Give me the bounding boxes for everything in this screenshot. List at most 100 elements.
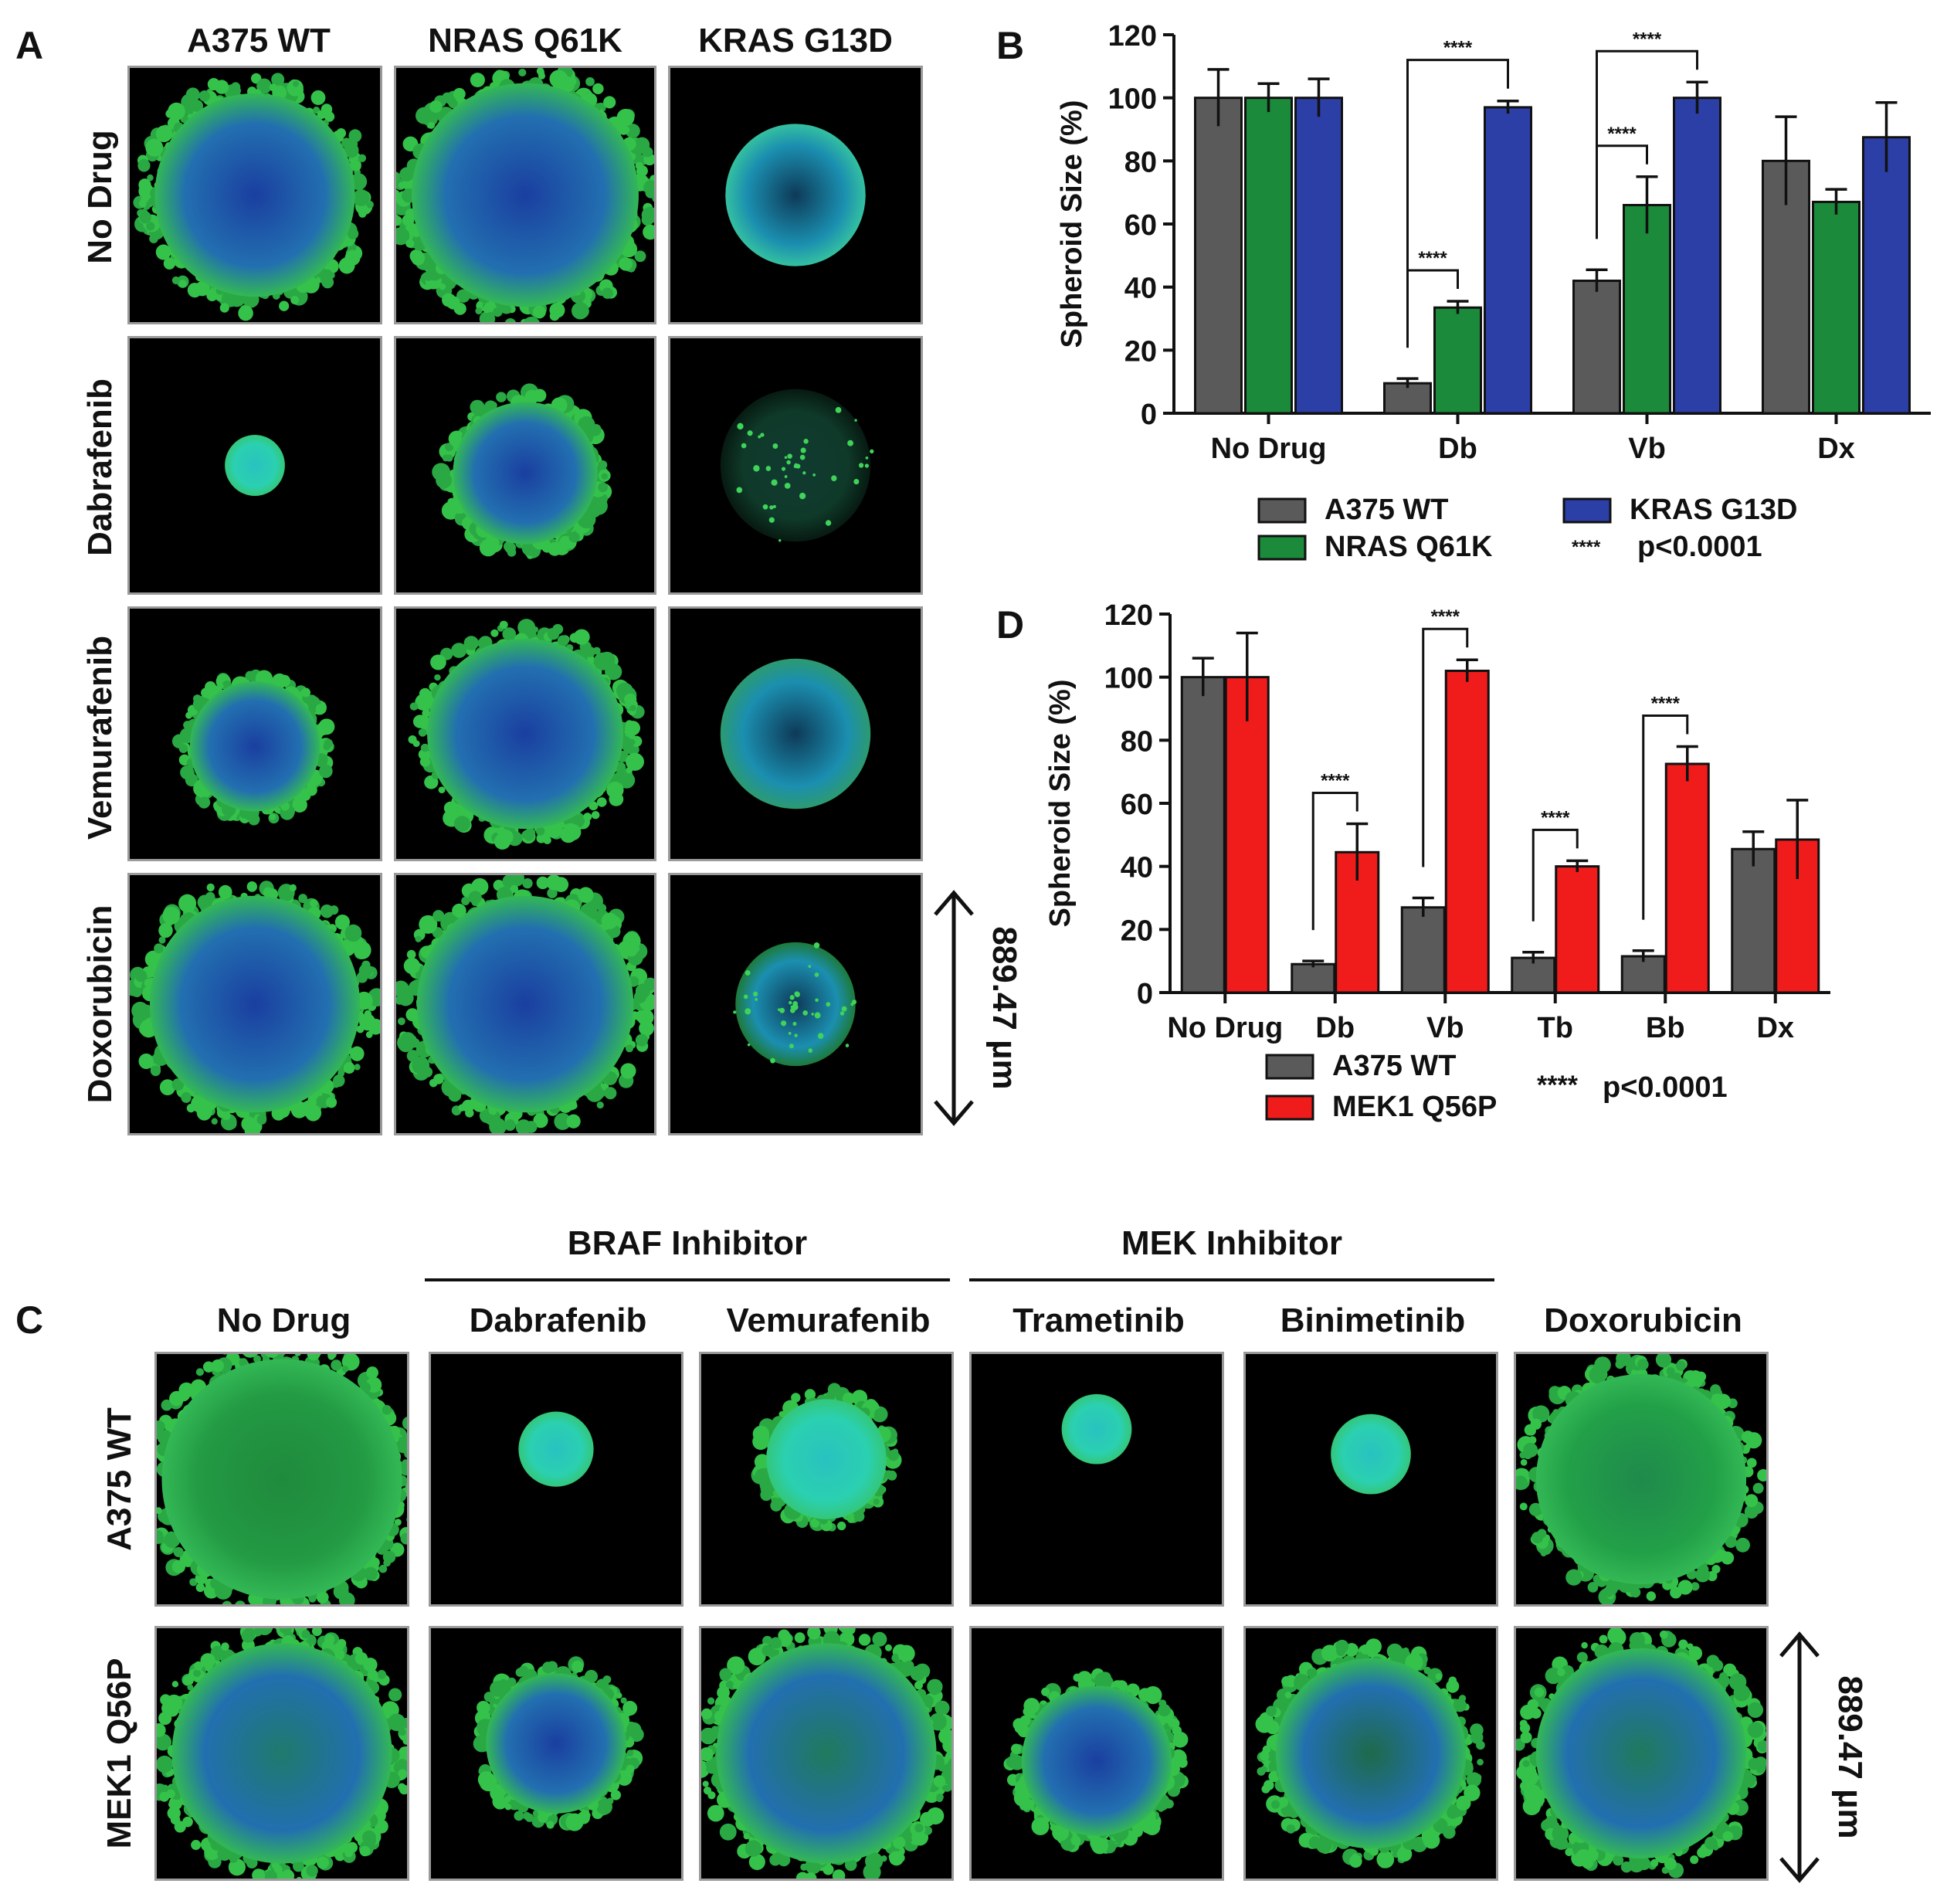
panel-label-c: C	[15, 1298, 44, 1342]
x-tick-label: Bb	[1646, 1012, 1685, 1044]
y-tick-label: 40	[1124, 273, 1157, 305]
group-label-braf: BRAF Inhibitor	[567, 1224, 808, 1262]
spheroid-image	[127, 336, 382, 595]
spheroid-image	[668, 336, 923, 595]
significance-bracket: ****	[1406, 38, 1509, 348]
spheroid-image	[668, 606, 923, 861]
panel-label-d: D	[996, 603, 1025, 647]
bar	[1294, 97, 1343, 415]
bar	[1484, 106, 1532, 415]
bar	[1400, 906, 1446, 994]
bracket-line	[1406, 59, 1509, 348]
spheroid-image	[394, 336, 656, 595]
spheroid-image	[969, 1352, 1224, 1607]
significance-label: ****	[1633, 29, 1662, 49]
legend-label: A375 WT	[1325, 494, 1448, 526]
y-tick-label: 120	[1104, 599, 1153, 632]
x-tick-label: Vb	[1628, 433, 1666, 465]
legend-label: p<0.0001	[1603, 1071, 1728, 1104]
legend-swatch	[1562, 497, 1612, 524]
significance-label: ****	[1443, 38, 1473, 59]
bar	[1862, 136, 1911, 415]
legend-marker: ****	[1537, 1071, 1579, 1100]
panel-c-col-header: Vemurafenib	[726, 1302, 931, 1339]
y-axis-label: Spheroid Size (%)	[1056, 100, 1088, 348]
group-line-mek	[969, 1278, 1494, 1281]
spheroid-image	[154, 1352, 409, 1607]
panel-c-row-header: A375 WT	[100, 1407, 138, 1551]
x-tick-label: No Drug	[1167, 1012, 1283, 1044]
y-tick-label: 80	[1121, 725, 1153, 758]
group-line-braf	[425, 1278, 950, 1281]
panel-label-a: A	[15, 24, 44, 67]
bar	[1433, 306, 1482, 415]
significance-label: ****	[1321, 771, 1350, 792]
legend-swatch	[1265, 1054, 1314, 1080]
spheroid-image	[1243, 1352, 1498, 1607]
x-tick-label: Tb	[1538, 1012, 1573, 1044]
significance-bracket: ****	[1531, 807, 1579, 921]
chart-d: 0 20 40 60 80 100 120 Spheroid Size (%) No Drug D…	[1035, 595, 1939, 1135]
panel-a-row-header: Doxorubicin	[81, 904, 119, 1104]
panel-label-b: B	[996, 24, 1025, 67]
scale-bar-label: 889.47 µm	[1831, 1675, 1869, 1839]
x-tick-label: Db	[1438, 433, 1477, 465]
y-tick-label: 0	[1141, 399, 1157, 431]
panel-c-col-header: Trametinib	[1013, 1302, 1185, 1339]
bar	[1775, 838, 1820, 994]
spheroid-image	[429, 1626, 683, 1881]
group-label-mek: MEK Inhibitor	[1121, 1224, 1342, 1262]
y-tick-label: 60	[1124, 209, 1157, 242]
significance-label: ****	[1418, 248, 1447, 269]
spheroid-image	[394, 66, 656, 324]
x-tick-label: Dx	[1817, 433, 1855, 465]
bar	[1731, 847, 1776, 994]
y-tick-label: 0	[1137, 978, 1153, 1010]
y-tick-label: 20	[1124, 335, 1157, 368]
panel-c-row-header: MEK1 Q56P	[100, 1658, 138, 1849]
bar	[1812, 200, 1861, 415]
spheroid-image	[394, 606, 656, 861]
panel-c-col-header: No Drug	[216, 1302, 351, 1339]
spheroid-image	[668, 66, 923, 324]
legend-swatch	[1257, 535, 1307, 561]
panel-a-col-header: A375 WT	[187, 22, 331, 59]
spheroid-image	[1514, 1626, 1769, 1881]
panel-a-row-header: Dabrafenib	[81, 378, 119, 556]
legend-marker: ****	[1572, 537, 1601, 558]
y-tick-label: 100	[1104, 663, 1153, 695]
significance-label: ****	[1607, 124, 1637, 144]
significance-bracket: ****	[1642, 694, 1689, 920]
bar	[1664, 762, 1710, 994]
y-tick-label: 100	[1108, 83, 1157, 116]
bracket-line	[1596, 49, 1698, 239]
bracket-line	[1531, 828, 1579, 921]
legend-swatch	[1265, 1095, 1314, 1121]
bracket-line	[1422, 627, 1469, 867]
panel-a-col-header: KRAS G13D	[698, 22, 893, 59]
y-tick-label: 80	[1124, 146, 1157, 178]
spheroid-image	[668, 873, 923, 1135]
x-tick-label: Vb	[1426, 1012, 1464, 1044]
spheroid-image	[127, 66, 382, 324]
bracket-line	[1642, 714, 1689, 920]
legend-swatch	[1257, 497, 1307, 524]
bar	[1224, 676, 1270, 994]
panel-c-col-header: Binimetinib	[1280, 1302, 1466, 1339]
spheroid-image	[1243, 1626, 1498, 1881]
chart-b: 0 20 40 60 80 100 120 Spheroid Size (%) No Drug D…	[1035, 15, 1939, 572]
spheroid-image	[1514, 1352, 1769, 1607]
y-tick-label: 20	[1121, 915, 1153, 947]
bar	[1244, 97, 1293, 415]
x-tick-label: Dx	[1756, 1012, 1794, 1044]
y-tick-label: 60	[1121, 789, 1153, 821]
panel-c-col-header: Dabrafenib	[469, 1302, 647, 1339]
bar	[1623, 204, 1671, 415]
significance-label: ****	[1431, 606, 1460, 627]
spheroid-image	[429, 1352, 683, 1607]
scale-bar-arrow	[1776, 1630, 1823, 1885]
bar	[1511, 956, 1556, 994]
bar	[1180, 676, 1226, 994]
panel-a-row-header: No Drug	[81, 130, 119, 264]
spheroid-image	[127, 606, 382, 861]
